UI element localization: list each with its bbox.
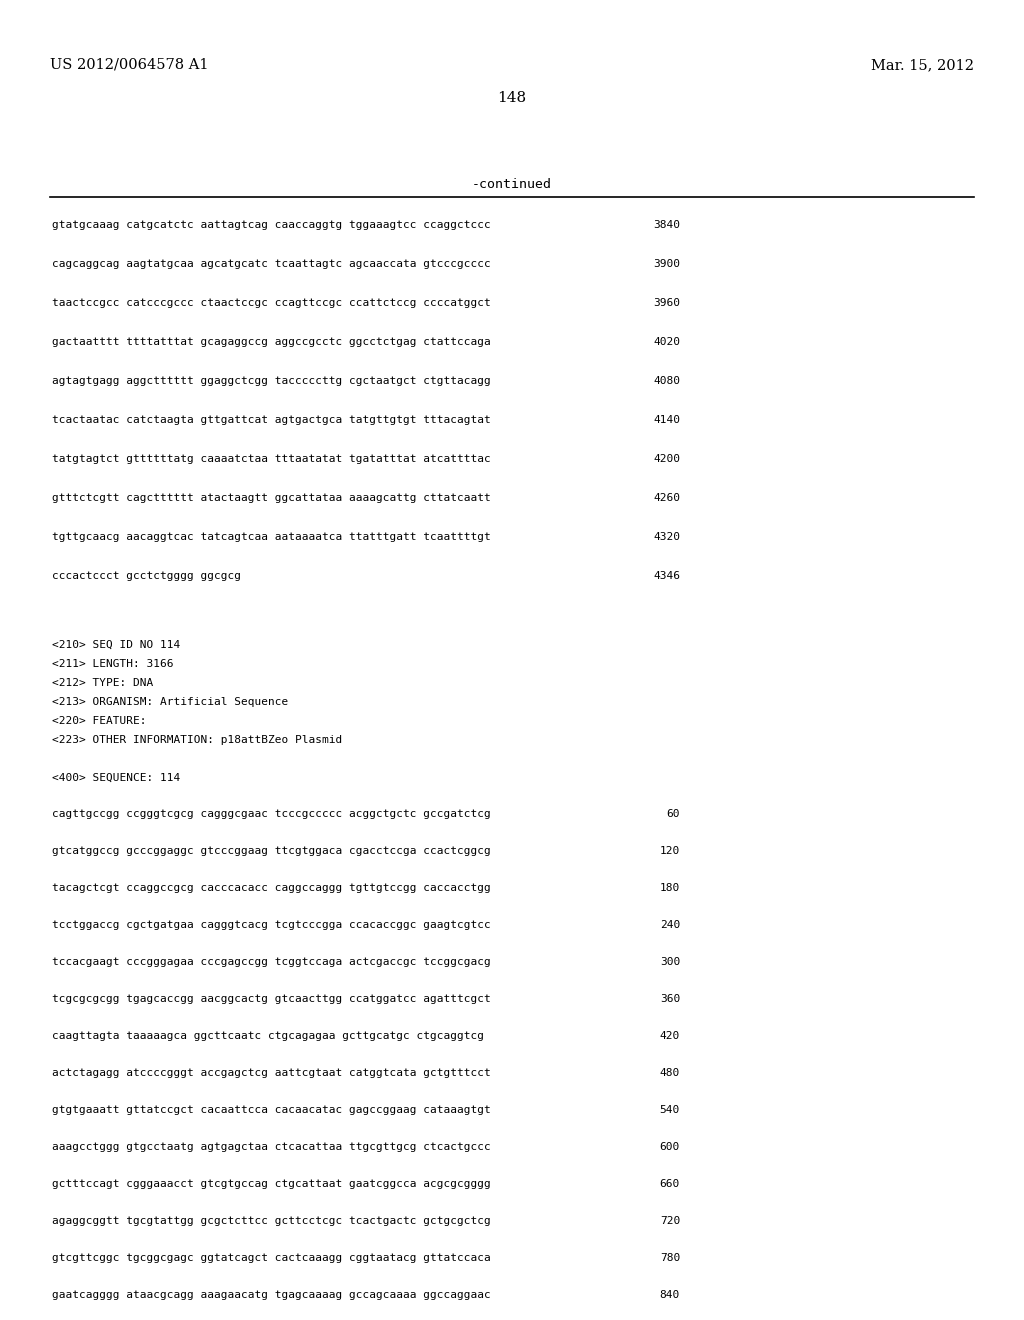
Text: agtagtgagg aggctttttt ggaggctcgg tacccccttg cgctaatgct ctgttacagg: agtagtgagg aggctttttt ggaggctcgg taccccc… [52,376,490,385]
Text: tcgcgcgcgg tgagcaccgg aacggcactg gtcaacttgg ccatggatcc agatttcgct: tcgcgcgcgg tgagcaccgg aacggcactg gtcaact… [52,994,490,1005]
Text: 4200: 4200 [653,454,680,465]
Text: <223> OTHER INFORMATION: p18attBZeo Plasmid: <223> OTHER INFORMATION: p18attBZeo Plas… [52,735,342,744]
Text: tcctggaccg cgctgatgaa cagggtcacg tcgtcccgga ccacaccggc gaagtcgtcc: tcctggaccg cgctgatgaa cagggtcacg tcgtccc… [52,920,490,931]
Text: actctagagg atccccgggt accgagctcg aattcgtaat catggtcata gctgtttcct: actctagagg atccccgggt accgagctcg aattcgt… [52,1068,490,1078]
Text: 420: 420 [659,1031,680,1041]
Text: gtatgcaaag catgcatctc aattagtcag caaccaggtg tggaaagtcc ccaggctccc: gtatgcaaag catgcatctc aattagtcag caaccag… [52,220,490,230]
Text: tcactaatac catctaagta gttgattcat agtgactgca tatgttgtgt tttacagtat: tcactaatac catctaagta gttgattcat agtgact… [52,414,490,425]
Text: <213> ORGANISM: Artificial Sequence: <213> ORGANISM: Artificial Sequence [52,697,288,708]
Text: gtttctcgtt cagctttttt atactaagtt ggcattataa aaaagcattg cttatcaatt: gtttctcgtt cagctttttt atactaagtt ggcatta… [52,492,490,503]
Text: gctttccagt cgggaaacct gtcgtgccag ctgcattaat gaatcggcca acgcgcgggg: gctttccagt cgggaaacct gtcgtgccag ctgcatt… [52,1179,490,1189]
Text: <212> TYPE: DNA: <212> TYPE: DNA [52,678,154,688]
Text: cccactccct gcctctgggg ggcgcg: cccactccct gcctctgggg ggcgcg [52,572,241,581]
Text: 300: 300 [659,957,680,968]
Text: cagcaggcag aagtatgcaa agcatgcatc tcaattagtc agcaaccata gtcccgcccc: cagcaggcag aagtatgcaa agcatgcatc tcaatta… [52,259,490,269]
Text: 840: 840 [659,1290,680,1300]
Text: 3960: 3960 [653,298,680,308]
Text: Mar. 15, 2012: Mar. 15, 2012 [871,58,974,73]
Text: tgttgcaacg aacaggtcac tatcagtcaa aataaaatca ttatttgatt tcaattttgt: tgttgcaacg aacaggtcac tatcagtcaa aataaaa… [52,532,490,543]
Text: gactaatttt ttttatttat gcagaggccg aggccgcctc ggcctctgag ctattccaga: gactaatttt ttttatttat gcagaggccg aggccgc… [52,337,490,347]
Text: 660: 660 [659,1179,680,1189]
Text: gaatcagggg ataacgcagg aaagaacatg tgagcaaaag gccagcaaaa ggccaggaac: gaatcagggg ataacgcagg aaagaacatg tgagcaa… [52,1290,490,1300]
Text: 148: 148 [498,91,526,106]
Text: <400> SEQUENCE: 114: <400> SEQUENCE: 114 [52,774,180,783]
Text: 540: 540 [659,1105,680,1115]
Text: cagttgccgg ccgggtcgcg cagggcgaac tcccgccccc acggctgctc gccgatctcg: cagttgccgg ccgggtcgcg cagggcgaac tcccgcc… [52,809,490,818]
Text: gtgtgaaatt gttatccgct cacaattcca cacaacatac gagccggaag cataaagtgt: gtgtgaaatt gttatccgct cacaattcca cacaaca… [52,1105,490,1115]
Text: tccacgaagt cccgggagaa cccgagccgg tcggtccaga actcgaccgc tccggcgacg: tccacgaagt cccgggagaa cccgagccgg tcggtcc… [52,957,490,968]
Text: <211> LENGTH: 3166: <211> LENGTH: 3166 [52,659,173,669]
Text: 4346: 4346 [653,572,680,581]
Text: caagttagta taaaaagca ggcttcaatc ctgcagagaa gcttgcatgc ctgcaggtcg: caagttagta taaaaagca ggcttcaatc ctgcagag… [52,1031,484,1041]
Text: US 2012/0064578 A1: US 2012/0064578 A1 [50,58,209,73]
Text: 360: 360 [659,994,680,1005]
Text: 480: 480 [659,1068,680,1078]
Text: <210> SEQ ID NO 114: <210> SEQ ID NO 114 [52,640,180,649]
Text: 60: 60 [667,809,680,818]
Text: 3840: 3840 [653,220,680,230]
Text: gtcgttcggc tgcggcgagc ggtatcagct cactcaaagg cggtaatacg gttatccaca: gtcgttcggc tgcggcgagc ggtatcagct cactcaa… [52,1253,490,1263]
Text: 720: 720 [659,1216,680,1226]
Text: agaggcggtt tgcgtattgg gcgctcttcc gcttcctcgc tcactgactc gctgcgctcg: agaggcggtt tgcgtattgg gcgctcttcc gcttcct… [52,1216,490,1226]
Text: 4260: 4260 [653,492,680,503]
Text: 600: 600 [659,1142,680,1152]
Text: tatgtagtct gttttttatg caaaatctaa tttaatatat tgatatttat atcattttac: tatgtagtct gttttttatg caaaatctaa tttaata… [52,454,490,465]
Text: 4080: 4080 [653,376,680,385]
Text: 240: 240 [659,920,680,931]
Text: 780: 780 [659,1253,680,1263]
Text: 3900: 3900 [653,259,680,269]
Text: 180: 180 [659,883,680,894]
Text: <220> FEATURE:: <220> FEATURE: [52,715,146,726]
Text: aaagcctggg gtgcctaatg agtgagctaa ctcacattaa ttgcgttgcg ctcactgccc: aaagcctggg gtgcctaatg agtgagctaa ctcacat… [52,1142,490,1152]
Text: 4140: 4140 [653,414,680,425]
Text: 4320: 4320 [653,532,680,543]
Text: 120: 120 [659,846,680,855]
Text: 4020: 4020 [653,337,680,347]
Text: gtcatggccg gcccggaggc gtcccggaag ttcgtggaca cgacctccga ccactcggcg: gtcatggccg gcccggaggc gtcccggaag ttcgtgg… [52,846,490,855]
Text: taactccgcc catcccgccc ctaactccgc ccagttccgc ccattctccg ccccatggct: taactccgcc catcccgccc ctaactccgc ccagttc… [52,298,490,308]
Text: -continued: -continued [472,178,552,191]
Text: tacagctcgt ccaggccgcg cacccacacc caggccaggg tgttgtccgg caccacctgg: tacagctcgt ccaggccgcg cacccacacc caggcca… [52,883,490,894]
